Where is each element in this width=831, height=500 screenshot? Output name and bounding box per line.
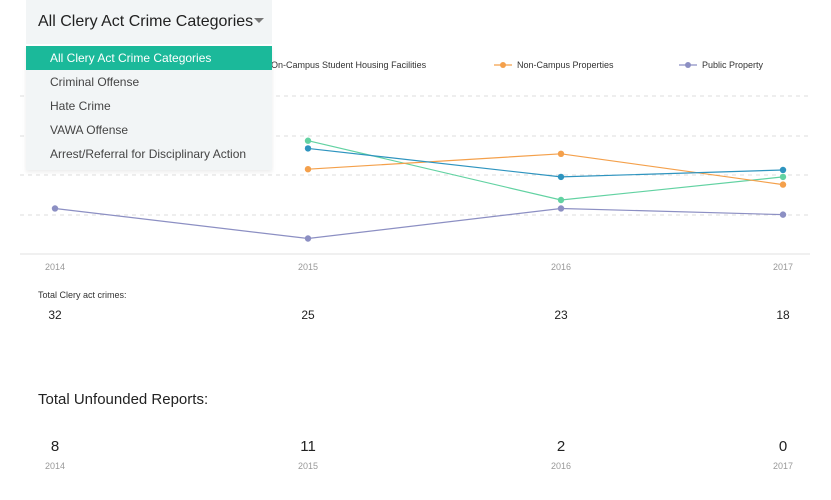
legend-swatch-dot	[500, 62, 506, 68]
chevron-down-icon[interactable]	[254, 18, 264, 23]
total-crimes-2016: 23	[554, 308, 568, 322]
unfounded-2017: 0	[778, 438, 788, 455]
series-line	[307, 153, 784, 186]
unfounded-year-2014: 2014	[44, 461, 66, 471]
unfounded-2014: 8	[50, 438, 60, 455]
data-point[interactable]	[51, 205, 59, 212]
menu-item-criminal-offense[interactable]: Criminal Offense	[50, 75, 140, 89]
unfounded-reports-title: Total Unfounded Reports:	[38, 391, 209, 408]
chart-x-axis: 2014 2015 2016 2017	[20, 253, 810, 272]
series-line	[307, 140, 784, 201]
chart-series	[51, 137, 787, 242]
x-tick-label: 2015	[298, 262, 318, 272]
menu-item-all-categories[interactable]: All Clery Act Crime Categories	[26, 46, 272, 70]
legend-label[interactable]: Non-Campus Properties	[517, 60, 614, 70]
x-tick-label: 2017	[773, 262, 793, 272]
data-point[interactable]	[557, 196, 565, 204]
data-point[interactable]	[304, 137, 312, 144]
data-point[interactable]	[304, 145, 312, 152]
data-point[interactable]	[557, 173, 565, 181]
data-point[interactable]	[557, 150, 565, 157]
category-dropdown-menu: All Clery Act Crime Categories Criminal …	[26, 46, 272, 170]
chart-legend: On-Campus Student Housing Facilities Non-…	[248, 60, 764, 70]
legend-label[interactable]: On-Campus Student Housing Facilities	[271, 60, 427, 70]
series-line	[54, 207, 784, 240]
data-point[interactable]	[779, 181, 787, 188]
total-crimes-2017: 18	[776, 308, 790, 322]
series-line	[307, 147, 784, 178]
data-point[interactable]	[304, 235, 312, 242]
clery-line-chart: 2014 2015 2016 2017 On-Campus Student Housi…	[20, 60, 810, 272]
menu-item-vawa-offense[interactable]: VAWA Offense	[50, 123, 129, 137]
total-crimes-caption: Total Clery act crimes:	[38, 290, 127, 300]
data-point[interactable]	[779, 166, 787, 174]
data-point[interactable]	[779, 211, 787, 218]
unfounded-year-2015: 2015	[297, 461, 319, 471]
legend-label[interactable]: Public Property	[702, 60, 764, 70]
unfounded-year-2017: 2017	[772, 461, 794, 471]
unfounded-year-2016: 2016	[550, 461, 572, 471]
total-crimes-2014: 32	[48, 308, 62, 322]
data-point[interactable]	[557, 205, 565, 212]
menu-item-hate-crime[interactable]: Hate Crime	[50, 99, 111, 113]
unfounded-2016: 2	[556, 438, 566, 455]
x-tick-label: 2016	[551, 262, 571, 272]
total-crimes-2015: 25	[301, 308, 315, 322]
data-point[interactable]	[779, 173, 787, 181]
x-tick-label: 2014	[45, 262, 65, 272]
menu-item-arrest-referral[interactable]: Arrest/Referral for Disciplinary Action	[50, 147, 247, 161]
legend-swatch-dot	[685, 62, 691, 68]
category-dropdown-label: All Clery Act Crime Categories	[38, 13, 254, 30]
category-dropdown[interactable]: All Clery Act Crime Categories	[26, 0, 272, 44]
unfounded-2015: 11	[300, 438, 316, 455]
data-point[interactable]	[304, 166, 312, 173]
